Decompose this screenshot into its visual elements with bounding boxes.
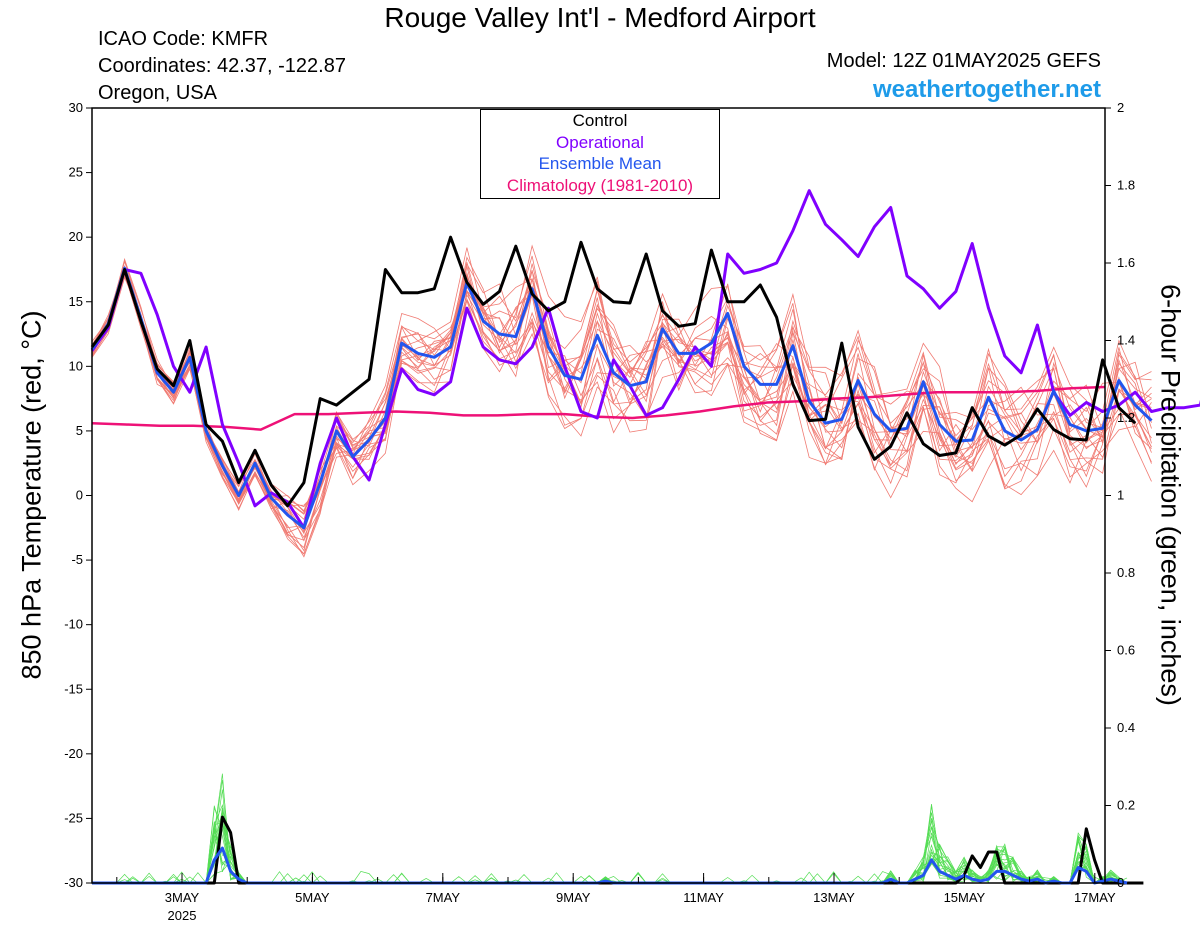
coordinates: Coordinates: 42.37, -122.87 xyxy=(98,55,346,77)
y-tick-label-left: -10 xyxy=(64,617,83,632)
y-tick-label-left: -15 xyxy=(64,681,83,696)
y-tick-label-right: 2 xyxy=(1117,100,1124,115)
y-axis-label-right: 6-hour Precipitation (green, inches) xyxy=(1155,284,1186,706)
y-tick-label-left: 15 xyxy=(69,294,83,309)
chart-title: Rouge Valley Int'l - Medford Airport xyxy=(384,2,816,33)
precip-member-line xyxy=(92,805,1128,884)
main-series xyxy=(90,189,1200,885)
y-tick-label-right: 1 xyxy=(1117,488,1124,503)
y-tick-label-left: -20 xyxy=(64,746,83,761)
x-tick-sublabel: 2025 xyxy=(168,908,197,923)
x-tick-label: 11MAY xyxy=(683,890,724,905)
y-axis-label-left: 850 hPa Temperature (red, °C) xyxy=(16,310,47,680)
legend-ensemble-mean: Ensemble Mean xyxy=(538,154,662,173)
site-link[interactable]: weathertogether.net xyxy=(872,76,1101,103)
y-tick-label-right: 1.4 xyxy=(1117,333,1135,348)
axis-ticks: 302520151050-5-10-15-20-25-3021.81.61.41… xyxy=(64,100,1135,923)
precip-member-line xyxy=(92,789,1128,884)
y-tick-label-left: 0 xyxy=(76,488,83,503)
x-tick-label: 5MAY xyxy=(295,890,330,905)
y-tick-label-right: 0.4 xyxy=(1117,720,1135,735)
ensemble-mean-line xyxy=(90,266,1153,530)
y-tick-label-right: 0.2 xyxy=(1117,798,1135,813)
x-tick-label: 17MAY xyxy=(1074,890,1116,905)
y-tick-label-right: 0 xyxy=(1117,875,1124,890)
y-tick-label-left: -5 xyxy=(71,552,83,567)
x-tick-label: 7MAY xyxy=(426,890,461,905)
ensemble-members xyxy=(91,244,1152,884)
control-line xyxy=(90,235,1137,508)
y-tick-label-left: 30 xyxy=(69,100,83,115)
temp-member-line xyxy=(91,269,1152,533)
icao-code: ICAO Code: KMFR xyxy=(98,28,269,50)
y-tick-label-left: -30 xyxy=(64,875,83,890)
y-tick-label-left: 25 xyxy=(69,165,83,180)
legend-operational: Operational xyxy=(556,132,644,152)
y-tick-label-right: 1.8 xyxy=(1117,178,1135,193)
temp-member-line xyxy=(91,268,1152,534)
precip-member-line xyxy=(92,773,1128,884)
y-tick-label-left: 10 xyxy=(69,358,83,373)
x-tick-label: 15MAY xyxy=(944,890,986,905)
y-tick-label-left: 5 xyxy=(76,423,83,438)
y-tick-label-right: 0.8 xyxy=(1117,565,1135,580)
legend-climatology: Climatology (1981-2010) xyxy=(506,175,694,195)
x-tick-label: 3MAY xyxy=(165,890,200,905)
y-tick-label-right: 1.6 xyxy=(1117,255,1135,270)
x-tick-label: 13MAY xyxy=(813,890,855,905)
temp-member-line xyxy=(91,271,1152,529)
precip-member-line xyxy=(92,779,1128,884)
legend-control: Control xyxy=(572,111,628,130)
model-run: Model: 12Z 01MAY2025 GEFS xyxy=(826,50,1101,72)
y-tick-label-right: 0.6 xyxy=(1117,643,1135,658)
y-tick-label-right: 1.2 xyxy=(1117,410,1135,425)
y-tick-label-left: -25 xyxy=(64,810,83,825)
location: Oregon, USA xyxy=(98,82,217,104)
x-tick-label: 9MAY xyxy=(556,890,591,905)
y-tick-label-left: 20 xyxy=(69,229,83,244)
legend: Control Operational Ensemble Mean Climat… xyxy=(480,109,720,199)
